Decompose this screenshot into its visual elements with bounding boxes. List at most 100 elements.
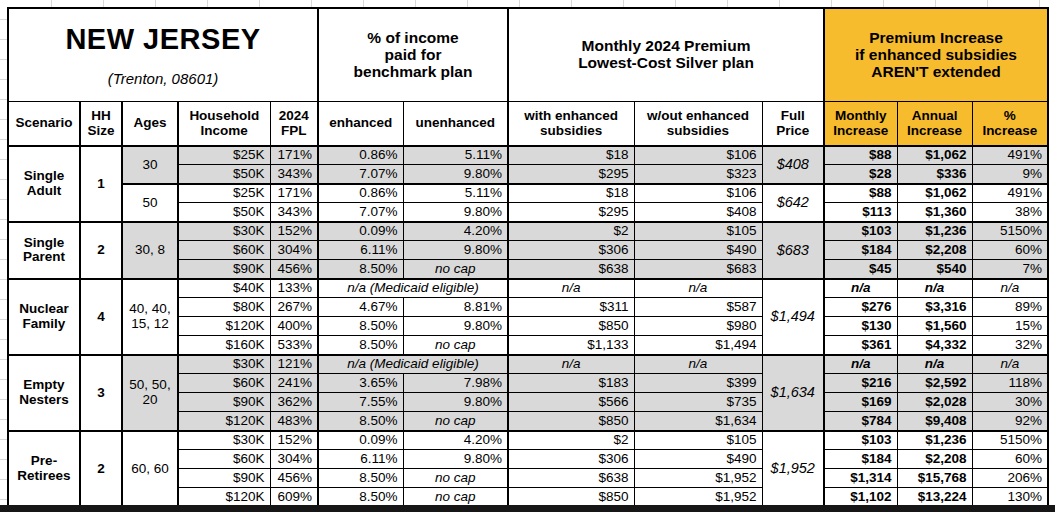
cell-full-price: $1,952 [762,431,824,507]
cell-annual-increase: $13,224 [897,488,972,507]
cell-ages: 50, 50, 20 [122,355,178,431]
cell-income: $50K [178,203,270,222]
cell-wout-subsidies: $399 [634,374,762,393]
cell-pct-increase: n/a [972,355,1048,374]
cell-unenhanced: 9.80% [403,203,508,222]
cell-unenhanced: 9.80% [403,317,508,336]
cell-ages: 30 [122,146,178,184]
table-row: Single Adult 1 30 $25K 171% 0.86% 5.11% … [8,146,1048,165]
col-header-enhanced: enhanced [318,102,403,146]
cell-income: $120K [178,317,270,336]
cell-fpl: 121% [270,355,318,374]
cell-unenhanced: no cap [403,412,508,431]
cell-full-price: $642 [762,184,824,222]
cell-with-subsidies: $306 [508,450,634,469]
cell-annual-increase: $540 [897,260,972,279]
cell-monthly-increase: $184 [824,241,897,260]
cell-full-price: $1,494 [762,279,824,355]
cell-income: $120K [178,488,270,507]
cell-unenhanced: 5.11% [403,184,508,203]
cell-monthly-increase: $28 [824,165,897,184]
cell-wout-subsidies: $1,952 [634,488,762,507]
cell-enhanced: 8.50% [318,488,403,507]
cell-with-subsidies: $850 [508,412,634,431]
cell-wout-subsidies: $980 [634,317,762,336]
cell-enhanced: 0.86% [318,184,403,203]
cell-wout-subsidies: $683 [634,260,762,279]
cell-with-subsidies: $18 [508,184,634,203]
cell-with-subsidies: $638 [508,260,634,279]
cell-fpl: 171% [270,146,318,165]
col-header-scenario: Scenario [8,102,80,146]
col-header-hh-size: HH Size [80,102,122,146]
cell-monthly-increase: $784 [824,412,897,431]
subsidy-comparison-table: NEW JERSEY (Trenton, 08601) % of income … [7,7,1049,508]
state-title: NEW JERSEY [11,24,315,54]
cell-annual-increase: $2,592 [897,374,972,393]
cell-wout-subsidies: $1,952 [634,469,762,488]
cell-monthly-increase: $103 [824,222,897,241]
cell-unenhanced: 9.80% [403,450,508,469]
cell-income: $160K [178,336,270,355]
col-header-annual-increase: Annual Increase [897,102,972,146]
cell-fpl: 483% [270,412,318,431]
cell-income: $120K [178,412,270,431]
cell-monthly-increase: $130 [824,317,897,336]
cell-pct-increase: n/a [972,279,1048,298]
cell-hh-size: 1 [80,146,122,222]
cell-income: $30K [178,355,270,374]
cell-annual-increase: $15,768 [897,469,972,488]
col-header-pct-increase: % Increase [972,102,1048,146]
cell-pct-increase: 5150% [972,431,1048,450]
cell-with-subsidies: $311 [508,298,634,317]
cell-enhanced: 8.50% [318,260,403,279]
cell-with-subsidies: $566 [508,393,634,412]
cell-fpl: 400% [270,317,318,336]
spreadsheet-view: NEW JERSEY (Trenton, 08601) % of income … [0,0,1055,512]
cell-fpl: 133% [270,279,318,298]
table-row: Nuclear Family 4 40, 40, 15, 12 $40K 133… [8,279,1048,298]
cell-unenhanced: no cap [403,260,508,279]
cell-enhanced: 8.50% [318,336,403,355]
cell-enhanced: 4.67% [318,298,403,317]
cell-wout-subsidies: $408 [634,203,762,222]
cell-income: $25K [178,146,270,165]
cell-fpl: 152% [270,222,318,241]
spreadsheet-gridlines-left [0,0,7,505]
cell-annual-increase: n/a [897,355,972,374]
cell-hh-size: 3 [80,355,122,431]
cell-hh-size: 4 [80,279,122,355]
cell-enhanced: 7.07% [318,203,403,222]
cell-annual-increase: $1,062 [897,184,972,203]
cell-monthly-increase: n/a [824,279,897,298]
cell-enhanced: 7.55% [318,393,403,412]
cell-annual-increase: $1,236 [897,431,972,450]
col-header-ages: Ages [122,102,178,146]
cell-pct-increase: 92% [972,412,1048,431]
cell-income: $60K [178,241,270,260]
cell-income: $40K [178,279,270,298]
cell-unenhanced: 5.11% [403,146,508,165]
cell-fpl: 343% [270,203,318,222]
cell-monthly-increase: $169 [824,393,897,412]
cell-fpl: 304% [270,450,318,469]
cell-scenario: Nuclear Family [8,279,80,355]
cell-pct-increase: 60% [972,241,1048,260]
cell-with-subsidies: n/a [508,279,634,298]
spreadsheet-gridlines-top [0,0,1055,7]
cell-wout-subsidies: $1,494 [634,336,762,355]
cell-income: $80K [178,298,270,317]
cell-fpl: 456% [270,469,318,488]
cell-enhanced: 0.09% [318,431,403,450]
cell-pct-increase: 9% [972,165,1048,184]
cell-scenario: Single Adult [8,146,80,222]
cell-pct-increase: 30% [972,393,1048,412]
cell-fpl: 609% [270,488,318,507]
cell-fpl: 343% [270,165,318,184]
cell-with-subsidies: $2 [508,222,634,241]
cell-unenhanced: 9.80% [403,241,508,260]
table-row: 50 $25K 171% 0.86% 5.11% $18 $106 $642 $… [8,184,1048,203]
group-header-increase: Premium Increase if enhanced subsidies A… [824,8,1048,102]
cell-pct-increase: 130% [972,488,1048,507]
cell-hh-size: 2 [80,431,122,507]
